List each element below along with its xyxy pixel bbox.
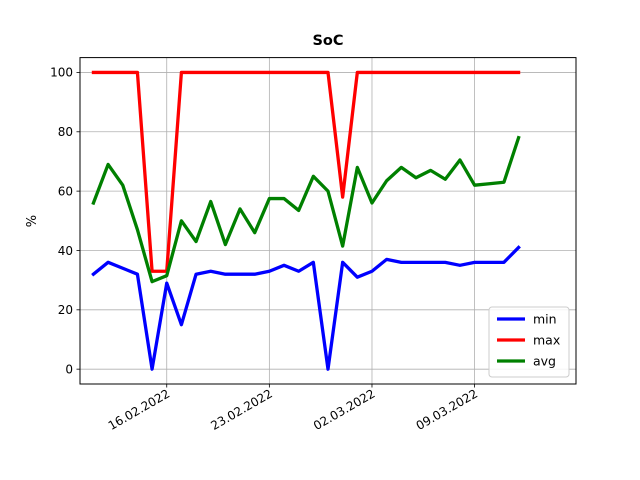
x-tick-label: 16.02.2022: [106, 386, 173, 432]
chart-title: SoC: [312, 33, 343, 49]
y-tick-label: 0: [65, 362, 73, 376]
series-line-max: [91, 70, 521, 273]
series-lines: [91, 70, 521, 371]
axes-frame: [79, 57, 577, 385]
x-tick-label: 23.02.2022: [208, 386, 275, 432]
y-tick-label: 20: [58, 303, 73, 317]
series-line-min: [91, 245, 521, 371]
legend-label-min: min: [533, 312, 557, 327]
x-tick-label: 02.03.2022: [311, 386, 378, 432]
y-axis-label: %: [25, 215, 40, 227]
series-line-avg: [91, 135, 521, 284]
legend-label-avg: avg: [533, 354, 556, 369]
y-tick-label: 80: [58, 125, 73, 139]
y-tick-label: 40: [58, 244, 73, 258]
ticks: 0 20 40 60 80 100 16.02.2022 23.02.2022 02.03.20…: [50, 66, 480, 433]
legend: min max avg: [488, 306, 570, 378]
y-tick-label: 100: [50, 66, 73, 80]
x-tick-label: 09.03.2022: [414, 386, 481, 432]
y-tick-label: 60: [58, 184, 73, 198]
legend-label-max: max: [533, 333, 560, 348]
